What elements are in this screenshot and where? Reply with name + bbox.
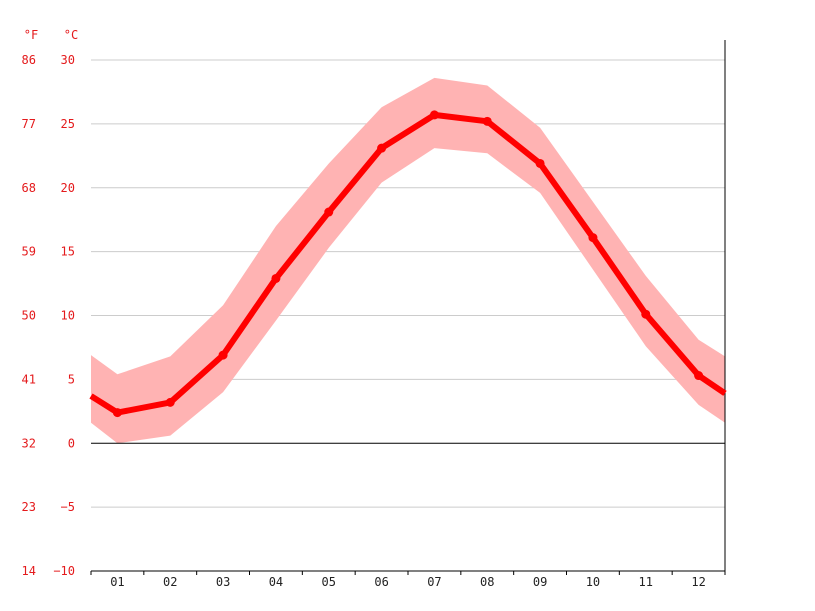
mean-point-12 xyxy=(694,371,704,381)
mean-temperature-line xyxy=(89,111,727,416)
y-tick-f-label: 68 xyxy=(22,181,36,195)
x-tick-label: 12 xyxy=(691,575,705,589)
mean-points xyxy=(112,110,704,418)
x-tick-label: 09 xyxy=(533,575,547,589)
x-tick-label: 03 xyxy=(216,575,230,589)
y-tick-f-label: 14 xyxy=(22,564,36,578)
y-tick-c-label: 0 xyxy=(68,436,75,450)
mean-point-01 xyxy=(112,408,122,418)
y-tick-f-label: 50 xyxy=(22,309,36,323)
mean-point-10 xyxy=(588,233,598,243)
x-tick-label: 05 xyxy=(322,575,336,589)
y-tick-c-label: 20 xyxy=(61,181,75,195)
x-tick-label: 11 xyxy=(639,575,653,589)
unit-c-label: °C xyxy=(64,28,78,42)
mean-point-06 xyxy=(377,143,387,153)
mean-point-05 xyxy=(324,207,334,217)
y-tick-c-label: 25 xyxy=(61,117,75,131)
y-tick-c-label: 5 xyxy=(68,372,75,386)
mean-point-07 xyxy=(429,110,439,120)
mean-point-04 xyxy=(271,273,281,283)
x-tick-label: 04 xyxy=(269,575,283,589)
temperature-range-band xyxy=(91,77,725,444)
unit-f-label: °F xyxy=(24,28,38,42)
y-tick-c-label: 30 xyxy=(61,53,75,67)
y-tick-f-label: 59 xyxy=(22,245,36,259)
x-tick-label: 10 xyxy=(586,575,600,589)
y-tick-f-label: 41 xyxy=(22,372,36,386)
x-tick-label: 02 xyxy=(163,575,177,589)
tick-labels: °F °C 30862577206815591050541032−523−101… xyxy=(22,28,706,589)
x-tick-label: 07 xyxy=(427,575,441,589)
mean-point-03 xyxy=(218,350,228,360)
y-tick-c-label: 15 xyxy=(61,245,75,259)
y-tick-f-label: 86 xyxy=(22,53,36,67)
y-tick-f-label: 77 xyxy=(22,117,36,131)
y-tick-f-label: 32 xyxy=(22,436,36,450)
mean-point-08 xyxy=(482,116,492,126)
mean-point-09 xyxy=(535,158,545,168)
mean-point-11 xyxy=(641,309,651,319)
mean-point-02 xyxy=(165,397,175,407)
axes xyxy=(90,40,726,575)
y-tick-c-label: −5 xyxy=(61,500,75,514)
x-tick-label: 06 xyxy=(374,575,388,589)
y-tick-f-label: 23 xyxy=(22,500,36,514)
x-tick-label: 08 xyxy=(480,575,494,589)
y-tick-c-label: −10 xyxy=(53,564,75,578)
y-tick-c-label: 10 xyxy=(61,309,75,323)
x-tick-label: 01 xyxy=(110,575,124,589)
